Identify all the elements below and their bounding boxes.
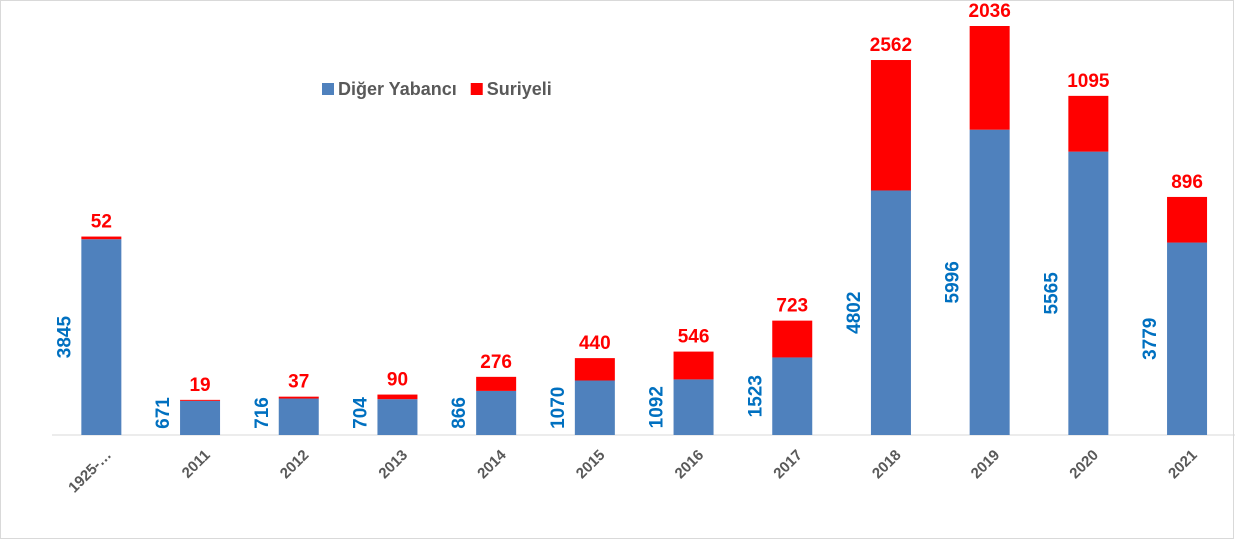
- bar-segment: [1167, 242, 1208, 435]
- value-label: 671: [153, 397, 174, 429]
- bar-segment: [772, 357, 813, 435]
- value-label: 704: [350, 397, 371, 429]
- legend-swatch: [322, 83, 334, 95]
- legend-swatch: [470, 83, 483, 95]
- value-label: 2036: [969, 1, 1011, 22]
- bar-segment: [81, 239, 122, 435]
- value-label: 1092: [647, 386, 668, 428]
- value-label: 716: [252, 397, 273, 429]
- bar-segment: [81, 236, 122, 240]
- bar-segment: [180, 400, 221, 435]
- value-label: 5565: [1041, 272, 1062, 315]
- value-label: 440: [579, 333, 611, 354]
- bar-segment: [278, 398, 319, 435]
- value-label: 19: [189, 375, 210, 396]
- bar-segment: [870, 190, 911, 435]
- bar-segment: [1068, 151, 1109, 436]
- value-label: 276: [480, 352, 512, 373]
- value-label: 1095: [1067, 71, 1110, 92]
- value-label: 2562: [870, 35, 912, 56]
- value-label: 37: [288, 372, 309, 393]
- bar-segment: [969, 129, 1010, 436]
- bar-segment: [180, 399, 221, 401]
- value-label: 4802: [844, 292, 865, 334]
- bar-segment: [574, 358, 615, 381]
- legend-label: Diğer Yabancı: [338, 79, 457, 99]
- value-label: 90: [387, 370, 408, 391]
- value-label: 896: [1171, 172, 1203, 193]
- value-label: 5996: [943, 261, 964, 303]
- bar-segment: [870, 60, 911, 191]
- bar-segment: [772, 320, 813, 358]
- bar-segment: [377, 394, 418, 400]
- value-label: 1070: [548, 387, 569, 429]
- value-label: 3779: [1140, 318, 1161, 360]
- value-label: 3845: [54, 316, 75, 359]
- value-label: 52: [91, 212, 112, 233]
- legend-label: Suriyeli: [487, 79, 552, 99]
- bar-segment: [1167, 196, 1208, 243]
- value-label: 546: [678, 327, 710, 348]
- value-label: 866: [449, 397, 470, 429]
- bar-segment: [673, 351, 714, 380]
- value-label: 723: [776, 296, 808, 317]
- value-label: 1523: [745, 375, 766, 417]
- bar-segment: [476, 376, 517, 391]
- bar-segment: [673, 379, 714, 435]
- bar-segment: [476, 390, 517, 435]
- bar-segment: [574, 380, 615, 435]
- bar-segment: [377, 399, 418, 435]
- bar-segment: [1068, 95, 1109, 152]
- bar-segment: [278, 396, 319, 399]
- bar-segment: [969, 26, 1010, 130]
